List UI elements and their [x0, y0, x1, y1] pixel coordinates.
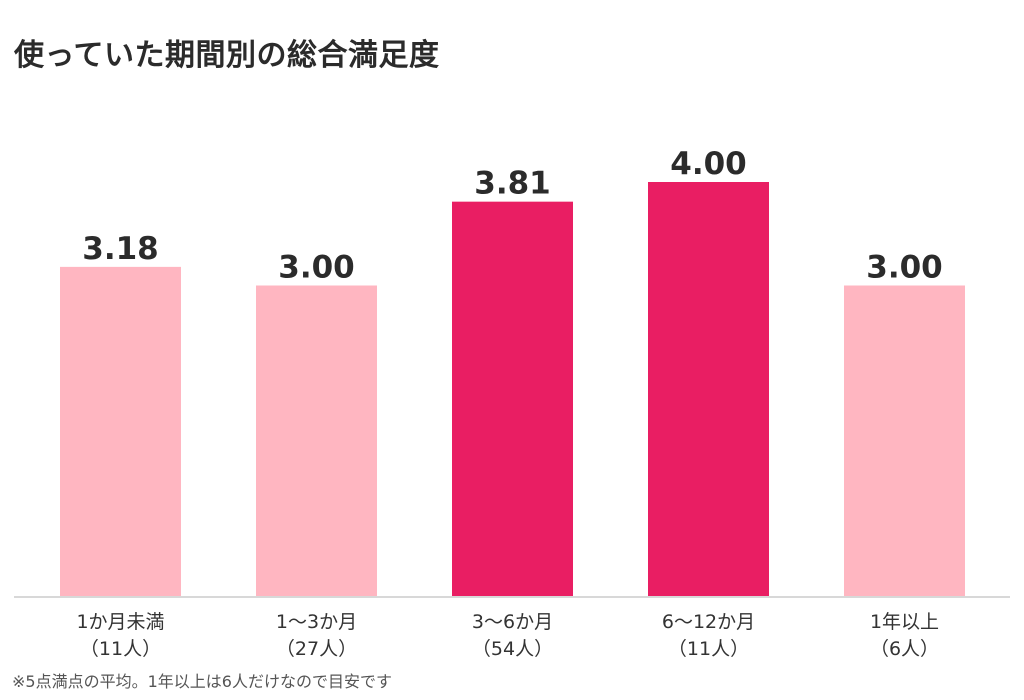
category-label: 6〜12か月 [662, 611, 755, 633]
bar [452, 201, 573, 597]
category-sublabel: （11人） [80, 638, 161, 660]
category-sublabel: （6人） [870, 638, 939, 660]
category-sublabel: （54人） [472, 638, 553, 660]
category-sublabel: （27人） [276, 638, 357, 660]
category-label: 1〜3か月 [276, 611, 357, 633]
bar-value-label: 4.00 [670, 146, 747, 182]
chart-title: 使っていた期間別の総合満足度 [14, 38, 440, 73]
category-label: 1年以上 [870, 611, 939, 633]
category-sublabel: （11人） [668, 638, 749, 660]
bar [648, 182, 769, 596]
bar-value-label: 3.00 [278, 250, 355, 286]
bar [60, 266, 181, 596]
bar-value-label: 3.18 [82, 231, 159, 267]
bar-value-label: 3.00 [866, 250, 943, 286]
bar-value-label: 3.81 [474, 166, 551, 202]
bar [844, 285, 965, 596]
bar [256, 285, 377, 596]
category-label: 3〜6か月 [472, 611, 553, 633]
category-label: 1か月未満 [76, 611, 164, 633]
chart-footnote: ※5点満点の平均。1年以上は6人だけなので目安です [12, 672, 392, 691]
